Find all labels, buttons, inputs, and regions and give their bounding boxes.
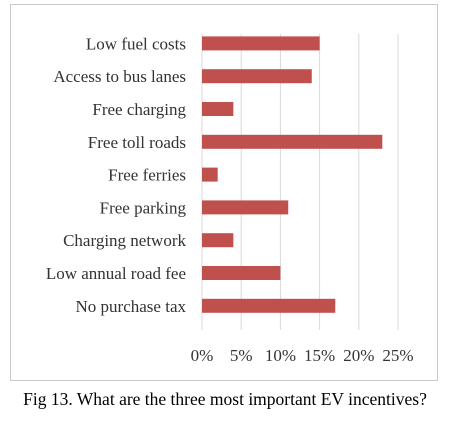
x-tick-label: 20% [343, 346, 374, 365]
x-tick-label: 15% [304, 346, 335, 365]
category-label: Charging network [63, 231, 186, 250]
category-label: Free parking [100, 198, 187, 217]
bar [202, 266, 281, 280]
x-tick-label: 5% [230, 346, 253, 365]
bar [202, 167, 218, 182]
x-axis-tick-labels: 0% 5% 10% 15% 20% 25% [191, 346, 414, 365]
x-tick-label: 0% [191, 346, 214, 365]
gridlines [201, 34, 399, 330]
category-label: Low annual road fee [46, 264, 186, 283]
chart-frame [10, 4, 438, 381]
bars [202, 36, 383, 313]
category-label: Free toll roads [88, 133, 186, 152]
bar [202, 233, 234, 248]
category-label: Free charging [92, 100, 186, 119]
category-labels: Low fuel costs Access to bus lanes Free ch… [46, 34, 187, 315]
bar [202, 200, 289, 215]
x-tick-label: 25% [382, 346, 413, 365]
category-label: Free ferries [108, 166, 186, 185]
x-tick-label: 10% [265, 346, 296, 365]
category-label: No purchase tax [76, 297, 187, 316]
bar [202, 134, 383, 149]
category-label: Low fuel costs [86, 34, 186, 53]
bar [202, 298, 336, 313]
figure-caption: Fig 13. What are the three most importan… [23, 389, 427, 409]
category-label: Access to bus lanes [53, 67, 186, 86]
bar [202, 102, 234, 116]
bar [202, 69, 312, 84]
bar [202, 36, 320, 51]
bar-chart: Low fuel costs Access to bus lanes Free ch… [46, 34, 414, 365]
